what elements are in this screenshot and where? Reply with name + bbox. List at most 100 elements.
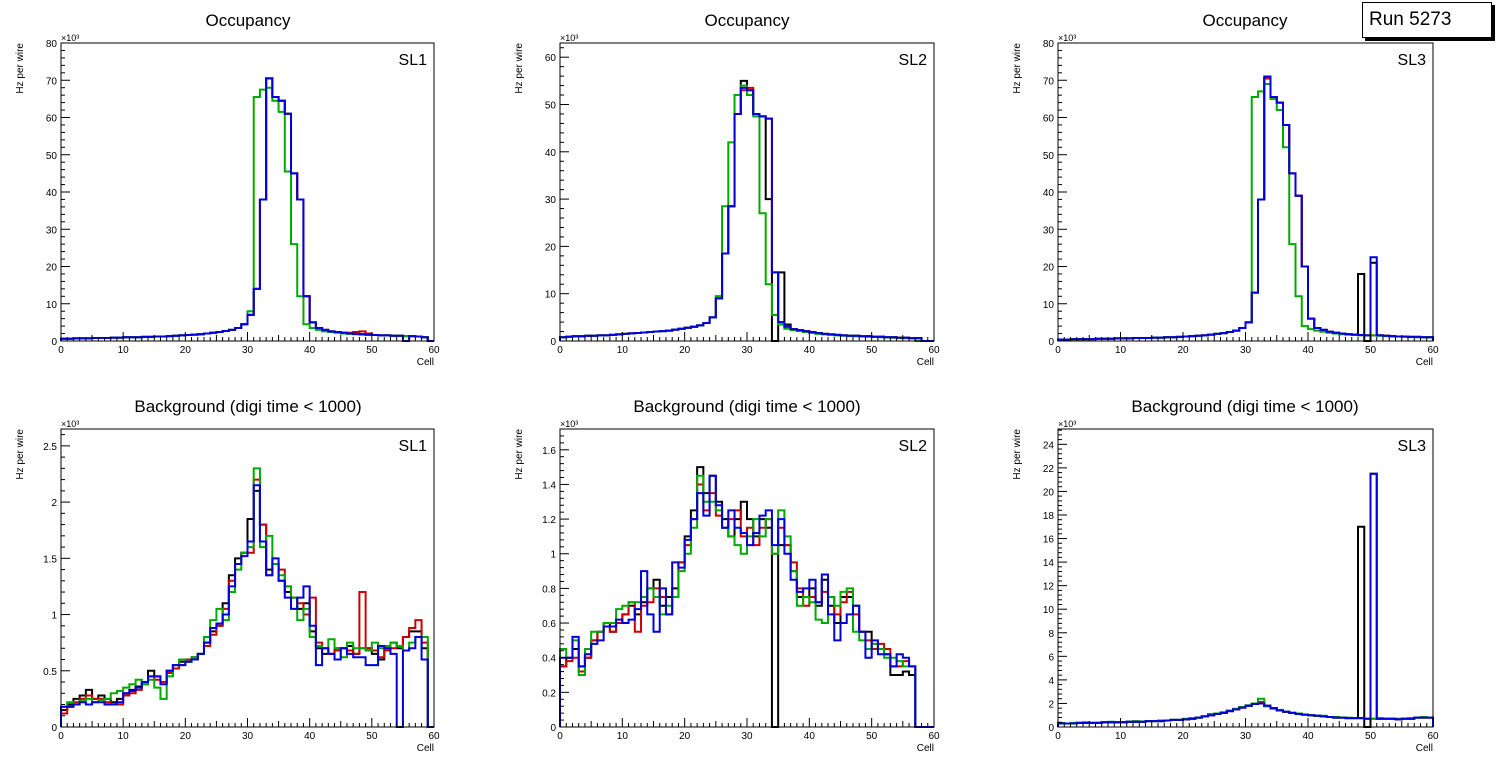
x-tick-label: 30 [1240, 345, 1252, 356]
superlayer-label: SL2 [899, 438, 928, 455]
axis-exponent: ×10³ [560, 33, 578, 43]
x-tick-label: 0 [1055, 731, 1061, 742]
y-tick-label: 40 [545, 148, 557, 159]
x-tick-label: 40 [1302, 345, 1314, 356]
x-tick-label: 10 [1115, 731, 1127, 742]
y-tick-label: 0 [550, 337, 556, 348]
series-blue [1057, 472, 1434, 727]
x-tick-label: 60 [1427, 345, 1439, 356]
superlayer-label: SL2 [899, 52, 928, 69]
y-tick-label: 70 [1043, 76, 1055, 87]
y-tick-label: 10 [1043, 605, 1055, 616]
x-tick-label: 50 [866, 345, 878, 356]
series-group [1057, 75, 1434, 342]
x-axis-label: Cell [417, 357, 434, 368]
plot-frame [559, 428, 935, 728]
histogram-panel-3: Occupancy 0 10 20 30 40 50 60 0 10 20 30 40 50 60 70 80×… [1012, 11, 1439, 368]
series-green [559, 474, 934, 728]
panel-title: Background (digi time < 1000) [134, 397, 361, 416]
y-tick-label: 20 [1043, 487, 1055, 498]
histogram-panel-6: Background (digi time < 1000)0 10 20 30 40 50… [1012, 397, 1439, 754]
y-tick-label: 14 [1043, 558, 1055, 569]
x-axis-label: Cell [917, 357, 934, 368]
plot-frame [60, 428, 435, 728]
y-axis-label: Hz per wire [514, 429, 525, 480]
x-tick-label: 40 [304, 731, 316, 742]
x-tick-label: 20 [679, 345, 691, 356]
superlayer-label: SL1 [399, 438, 428, 455]
series-green [60, 467, 434, 728]
x-tick-label: 20 [1177, 345, 1189, 356]
x-tick-label: 0 [1055, 345, 1061, 356]
series-blue [60, 484, 434, 728]
x-tick-label: 60 [428, 345, 440, 356]
histogram-panel-4: Background (digi time < 1000)0 10 20 30 40 50… [15, 397, 440, 754]
x-tick-label: 40 [1302, 731, 1314, 742]
y-tick-label: 18 [1043, 511, 1055, 522]
y-axis-label: Hz per wire [15, 429, 26, 480]
axis-exponent: ×10³ [61, 419, 79, 429]
panel-title: Occupancy [205, 11, 291, 30]
x-tick-label: 20 [180, 731, 192, 742]
x-tick-label: 0 [557, 731, 563, 742]
x-tick-label: 30 [242, 731, 254, 742]
x-tick-label: 60 [428, 731, 440, 742]
y-tick-label: 24 [1043, 440, 1055, 451]
series-green [559, 84, 934, 342]
y-tick-label: 1.2 [542, 515, 556, 526]
y-axis-label: Hz per wire [514, 43, 525, 94]
series-blue [60, 77, 434, 342]
axis-exponent: ×10³ [560, 419, 578, 429]
x-tick-label: 0 [58, 731, 64, 742]
series-blue [1057, 75, 1434, 341]
superlayer-label: SL3 [1398, 52, 1427, 69]
y-tick-label: 0.8 [542, 584, 556, 595]
y-tick-label: 50 [545, 100, 557, 111]
run-label-box: Run 5273 [1362, 2, 1492, 38]
series-black [60, 77, 434, 342]
axis-exponent: ×10³ [1058, 33, 1076, 43]
y-tick-label: 10 [545, 290, 557, 301]
y-tick-label: 0.6 [542, 619, 556, 630]
histogram-panel-1: Occupancy 0 10 20 30 40 50 60 0 10 20 30 40 50 60 70 80×… [15, 11, 440, 368]
series-group [559, 466, 934, 728]
x-tick-label: 30 [741, 731, 753, 742]
y-tick-label: 60 [46, 114, 58, 125]
y-tick-label: 6 [1048, 652, 1054, 663]
x-tick-label: 0 [557, 345, 563, 356]
series-red [60, 77, 434, 342]
series-group [60, 77, 434, 342]
y-tick-label: 0.2 [542, 688, 556, 699]
y-tick-label: 10 [1043, 300, 1055, 311]
y-tick-label: 50 [46, 151, 58, 162]
x-tick-label: 20 [1177, 731, 1189, 742]
superlayer-label: SL3 [1398, 438, 1427, 455]
y-tick-label: 20 [46, 263, 58, 274]
y-tick-label: 2.5 [43, 442, 57, 453]
y-tick-label: 30 [46, 225, 58, 236]
series-group [559, 79, 934, 342]
y-tick-label: 50 [1043, 151, 1055, 162]
plot-frame [60, 42, 435, 342]
y-tick-label: 20 [1043, 263, 1055, 274]
y-tick-label: 60 [1043, 114, 1055, 125]
y-tick-label: 1.5 [43, 554, 57, 565]
axis-exponent: ×10³ [1058, 419, 1076, 429]
x-tick-label: 40 [804, 345, 816, 356]
series-blue [559, 86, 934, 342]
y-tick-label: 10 [46, 300, 58, 311]
series-red [559, 483, 934, 728]
x-tick-label: 50 [866, 731, 878, 742]
x-tick-label: 20 [180, 345, 192, 356]
x-axis-label: Cell [1416, 357, 1433, 368]
x-tick-label: 10 [617, 731, 629, 742]
y-tick-label: 80 [1043, 39, 1055, 50]
x-tick-label: 10 [118, 731, 130, 742]
y-tick-label: 2 [51, 498, 57, 509]
series-red [60, 478, 434, 728]
series-black [559, 79, 934, 342]
y-tick-label: 70 [46, 76, 58, 87]
y-tick-label: 0 [51, 723, 57, 734]
